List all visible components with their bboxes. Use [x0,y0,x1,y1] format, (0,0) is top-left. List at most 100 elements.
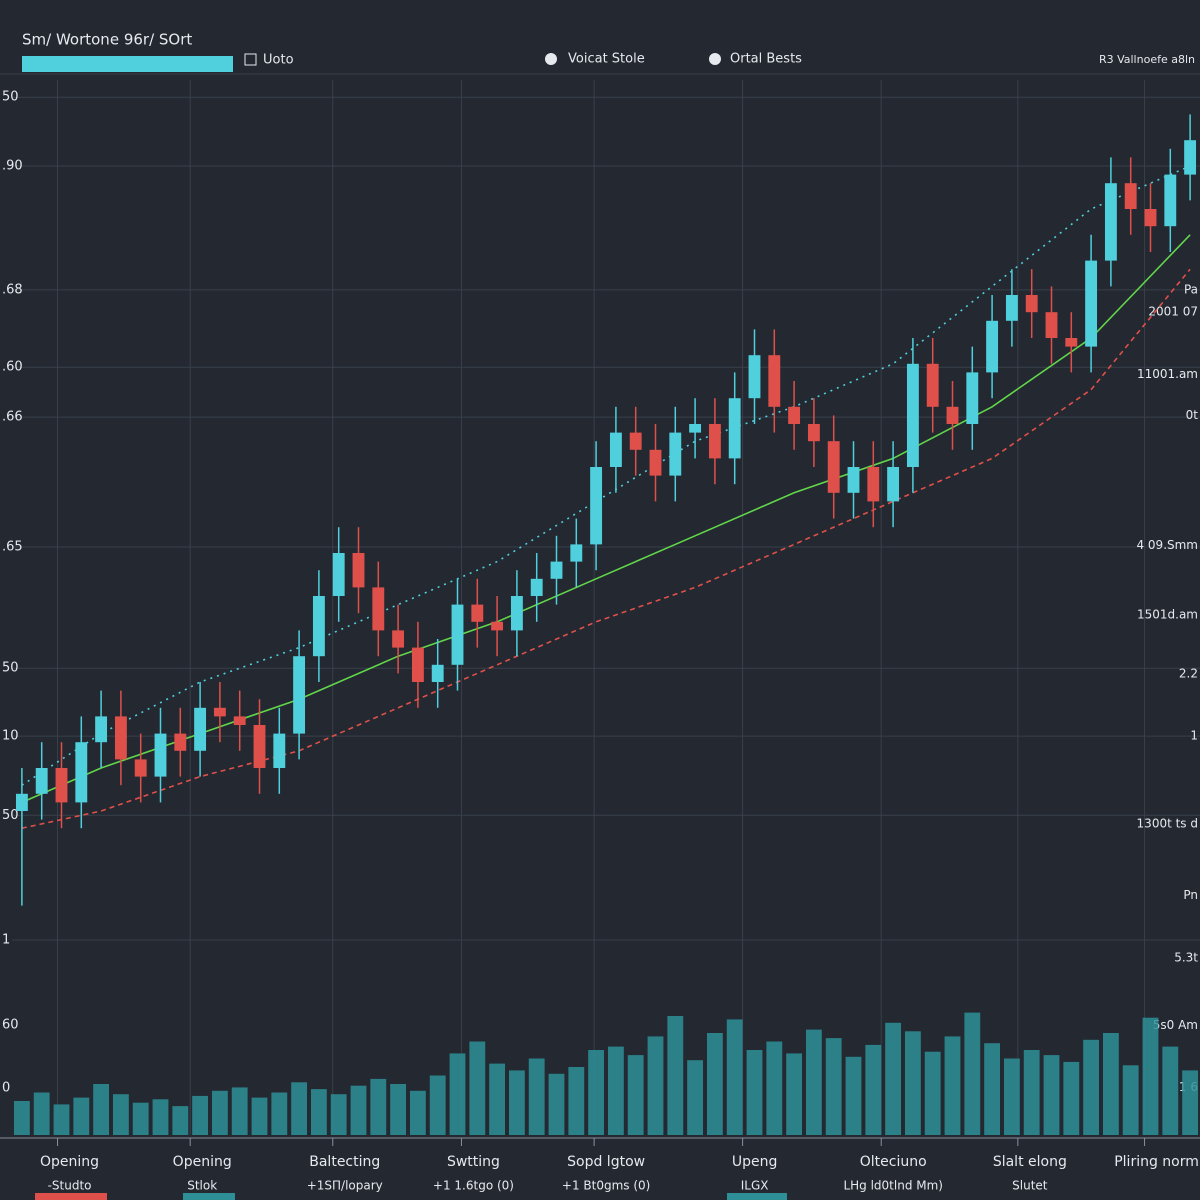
volume-bar [845,1056,862,1135]
candle-body [431,664,444,682]
x-tick-label: Sopd lgtow [567,1154,645,1170]
volume-bar [508,1070,525,1135]
x-tick-label: Opening [173,1154,232,1170]
candle-body [807,424,820,442]
candle-body [55,768,68,803]
candle-body [154,733,167,777]
y-tick-label: 50 [2,90,19,105]
volume-bar [746,1050,763,1135]
volume-bar [964,1012,981,1135]
corner-label: R3 Vallnoefe a8ln [1099,53,1195,66]
active-tab-bar[interactable] [22,56,233,72]
volume-bar [33,1092,50,1135]
volume-bar [1063,1061,1080,1135]
candle-body [1065,338,1078,347]
candle-body [887,467,900,502]
volume-bar [390,1084,407,1135]
volume-bar [211,1090,228,1135]
candle-body [1005,295,1018,321]
candle-body [986,320,999,373]
volume-bar [251,1097,268,1135]
volume-bar [1102,1033,1119,1135]
candle-body [609,432,622,467]
y-tick-label: 1 [2,933,10,948]
candle-body [312,596,325,657]
y-tick-label: 10 [2,729,19,744]
candle-body [689,424,702,433]
candle-body [114,716,127,760]
candle-body [1144,209,1157,227]
candle-body [1124,183,1137,209]
volume-bar [330,1094,347,1135]
y-tick-label: 50 [2,661,19,676]
legend-label[interactable]: Ortal Bests [730,52,802,67]
candle-body [629,432,642,450]
candle-body [946,406,959,424]
volume-bar [449,1053,466,1135]
volume-bar [291,1082,308,1135]
y-tick-label: .68 [2,282,23,297]
volume-bar [667,1016,684,1135]
volume-bar [885,1022,902,1135]
volume-tick-label: 0 [2,1081,10,1096]
y2-tick-label: 2001 07 [1148,305,1198,319]
volume-bar [192,1095,209,1135]
volume-bar [231,1087,248,1135]
y2-tick-label: 1300t ts d [1137,816,1198,830]
volume-bar [766,1041,783,1135]
candle-body [293,656,306,734]
candle-body [1104,183,1117,261]
candle-body [332,553,345,596]
volume-bar [1083,1039,1100,1135]
volume-bar [568,1067,585,1135]
volume-bar [152,1099,169,1135]
candle-body [966,372,979,424]
candle-body [491,621,504,631]
candle-body [392,630,405,648]
volume-bar [904,1031,921,1135]
y2-tick-label: 0t [1186,408,1199,422]
y-tick-label: .60 [2,360,23,375]
volume-bar [73,1097,90,1135]
volume-bar [112,1094,129,1135]
candle-body [213,707,226,717]
tab-label[interactable]: Uoto [263,53,294,68]
volume-bar [1142,1017,1159,1135]
y2-tick-label: 4 09.Smm [1136,538,1198,552]
volume-bar [132,1102,149,1135]
candle-body [451,604,464,665]
candle-body [233,716,246,725]
button[interactable] [727,1193,787,1200]
volume-tick-label: 60 [2,1018,19,1033]
candle-body [35,768,48,794]
volume-bar [1003,1058,1020,1135]
y2-tick-label: Pn [1183,888,1198,902]
x-tick-label: Olteciuno [860,1154,927,1170]
volume-bar [1182,1070,1199,1135]
volume-bar [53,1104,70,1135]
candle-body [768,355,781,407]
x-tick-sublabel: +1 1.6tgo (0) [433,1179,514,1193]
candle-body [471,604,484,622]
x-tick-label: Baltecting [309,1154,380,1170]
volume-bar [588,1050,605,1135]
candle-body [649,449,662,476]
volume-bar [1023,1050,1040,1135]
candle-body [15,793,28,811]
candle-body [847,467,860,493]
volume-bar [984,1043,1001,1135]
volume-bar [548,1073,565,1135]
candle-body [1045,312,1058,338]
candle-body [867,467,880,502]
candle-body [1085,260,1098,347]
legend-label[interactable]: Voicat Stole [568,52,645,67]
candle-body [174,733,187,751]
candle-body [273,733,286,768]
candle-body [1025,295,1038,313]
button[interactable] [35,1193,107,1200]
x-tick-label: Opening [40,1154,99,1170]
candle-body [352,553,365,588]
volume-bar [429,1075,446,1135]
button[interactable] [183,1193,235,1200]
volume-bar [786,1053,803,1135]
